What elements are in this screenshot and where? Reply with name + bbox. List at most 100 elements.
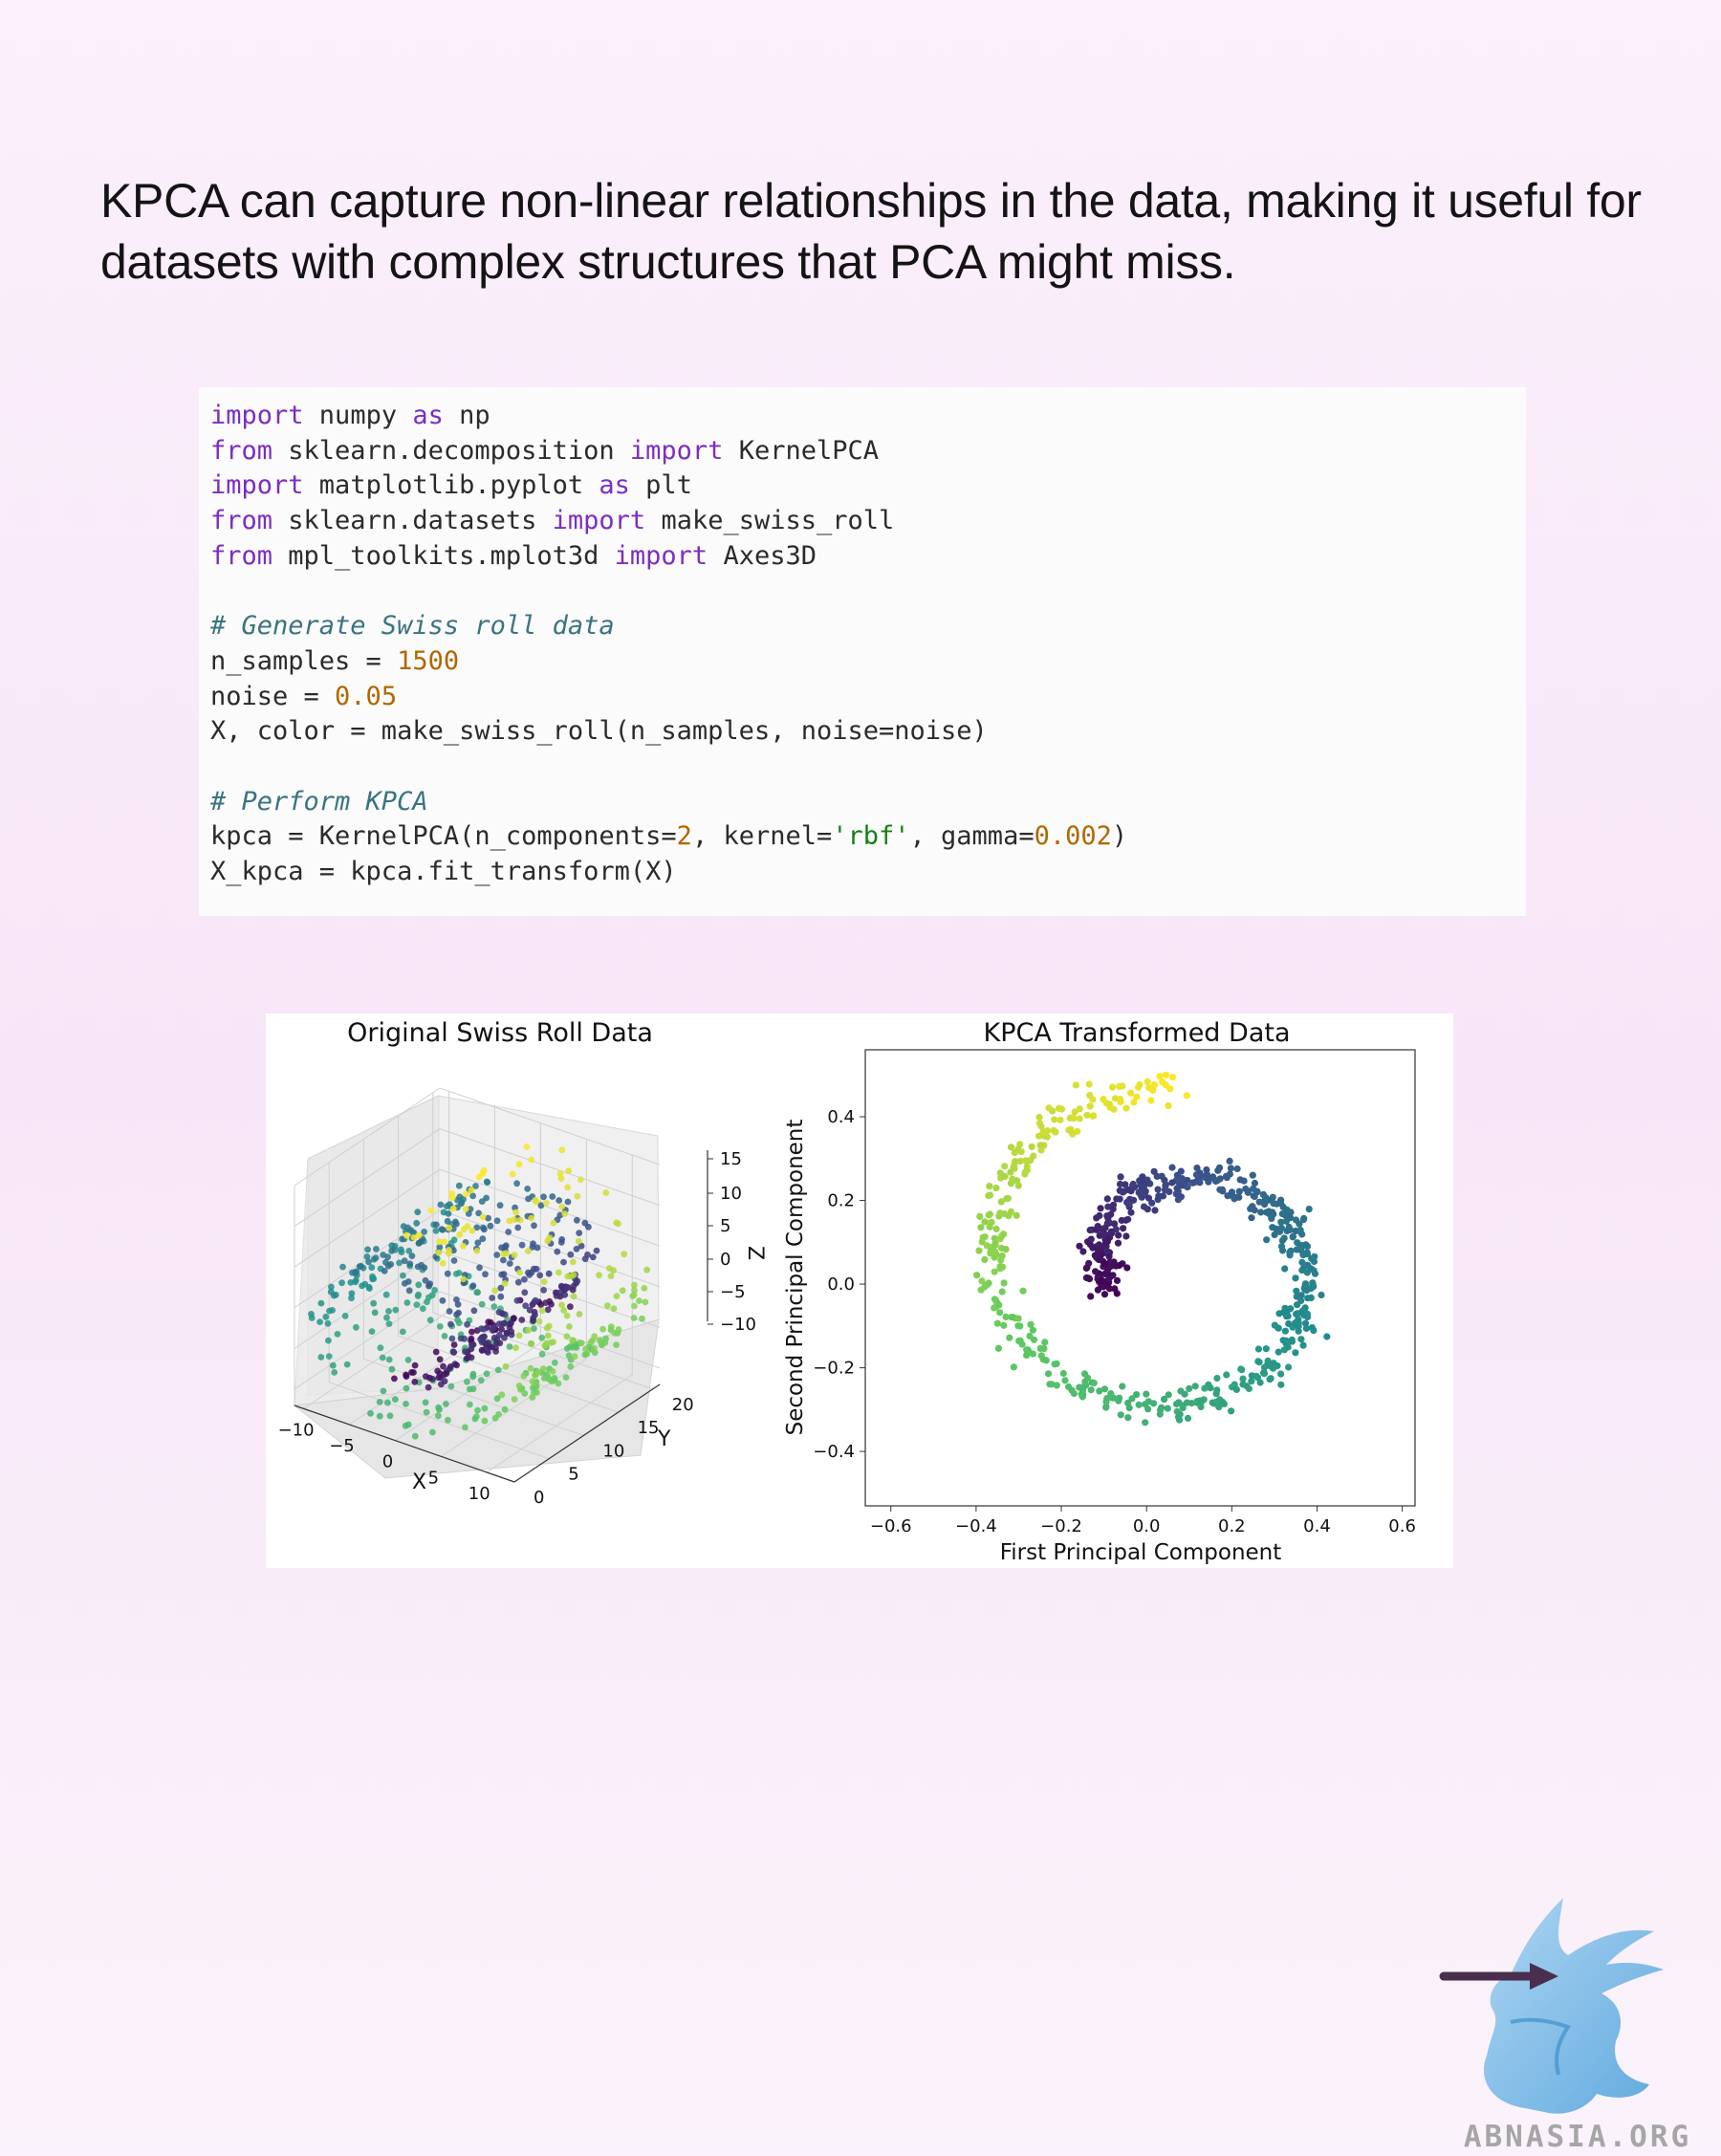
scatter-point bbox=[983, 1242, 991, 1250]
scatter-point bbox=[1244, 1187, 1252, 1195]
scatter-point bbox=[513, 1180, 520, 1187]
scatter-point bbox=[1278, 1210, 1286, 1218]
scatter-point bbox=[1116, 1394, 1123, 1402]
scatter-point bbox=[452, 1271, 460, 1277]
scatter-point bbox=[418, 1261, 425, 1269]
scatter-point bbox=[996, 1209, 1004, 1217]
scatter-point bbox=[1014, 1322, 1022, 1330]
scatter-point bbox=[1287, 1305, 1295, 1313]
scatter-point bbox=[490, 1303, 498, 1310]
scatter-point bbox=[1184, 1177, 1191, 1185]
scatter-point bbox=[621, 1251, 628, 1258]
scatter-point bbox=[636, 1297, 643, 1304]
scatter-point bbox=[1236, 1176, 1244, 1184]
scatter-point bbox=[1133, 1093, 1141, 1100]
scatter-point bbox=[996, 1309, 1004, 1317]
scatter-point bbox=[1213, 1374, 1221, 1383]
scatter-point bbox=[1305, 1206, 1313, 1213]
scatter-point bbox=[377, 1344, 384, 1352]
scatter-point bbox=[386, 1412, 394, 1420]
scatter-point bbox=[454, 1196, 461, 1204]
scatter-point bbox=[1012, 1158, 1019, 1165]
scatter-point bbox=[532, 1296, 539, 1304]
scatter-point bbox=[1129, 1182, 1137, 1189]
scatter-point bbox=[441, 1238, 448, 1245]
scatter-point bbox=[391, 1375, 398, 1383]
scatter-point bbox=[456, 1230, 464, 1238]
scatter-point bbox=[334, 1331, 341, 1338]
scatter-point bbox=[1292, 1274, 1299, 1282]
scatter-point bbox=[1266, 1376, 1274, 1383]
scatter-point bbox=[498, 1271, 506, 1278]
scatter-point bbox=[1295, 1327, 1302, 1335]
scatter-point bbox=[1281, 1265, 1289, 1273]
axis-label-x: X bbox=[412, 1470, 426, 1494]
scatter-point bbox=[383, 1314, 390, 1321]
scatter-point bbox=[384, 1399, 391, 1406]
scatter-point bbox=[481, 1226, 488, 1233]
scatter-point bbox=[1100, 1385, 1109, 1393]
scatter-point bbox=[1135, 1401, 1143, 1408]
scatter-point bbox=[641, 1285, 648, 1292]
code-line: # Generate Swiss roll data bbox=[210, 609, 615, 643]
scatter-point bbox=[469, 1192, 476, 1200]
scatter-point bbox=[973, 1272, 981, 1279]
scatter-point bbox=[473, 1224, 481, 1231]
scatter-point bbox=[1263, 1236, 1271, 1244]
code-block: import numpy as np from sklearn.decomposi… bbox=[199, 387, 1526, 916]
scatter-point bbox=[1161, 1396, 1168, 1404]
scatter-point bbox=[1040, 1345, 1048, 1353]
scatter-point bbox=[325, 1353, 333, 1360]
scatter-point bbox=[1100, 1291, 1109, 1298]
scatter-point bbox=[525, 1269, 532, 1276]
x-tick-label: −0.4 bbox=[955, 1516, 997, 1536]
scatter-point bbox=[1079, 1248, 1087, 1255]
scatter-point bbox=[443, 1203, 450, 1209]
scatter-point bbox=[1165, 1101, 1172, 1110]
scatter-point bbox=[436, 1356, 444, 1363]
scatter-point bbox=[1164, 1405, 1171, 1412]
scatter-point bbox=[533, 1198, 540, 1206]
scatter-point bbox=[1271, 1230, 1278, 1239]
scatter-point bbox=[450, 1341, 458, 1348]
code-token: import bbox=[629, 435, 724, 466]
scatter-point bbox=[411, 1378, 419, 1385]
scatter-point bbox=[991, 1296, 998, 1303]
scatter-point bbox=[475, 1173, 483, 1181]
scatter-point bbox=[388, 1247, 395, 1254]
scatter-point bbox=[1042, 1357, 1050, 1364]
scatter-point bbox=[1213, 1177, 1221, 1185]
scatter-point bbox=[981, 1218, 989, 1226]
scatter-point bbox=[454, 1300, 462, 1308]
grid-line bbox=[294, 1087, 661, 1187]
scatter-point bbox=[564, 1198, 572, 1206]
scatter-point bbox=[477, 1336, 484, 1343]
scatter-point bbox=[1013, 1177, 1021, 1185]
scatter-point bbox=[489, 1295, 496, 1301]
scatter-point bbox=[465, 1353, 472, 1361]
scatter-point bbox=[446, 1250, 452, 1257]
scatter-point bbox=[1041, 1339, 1049, 1346]
scatter-point bbox=[1104, 1275, 1113, 1283]
grid-line bbox=[398, 1116, 619, 1413]
scatter-point bbox=[1113, 1290, 1121, 1297]
scatter-point bbox=[564, 1284, 571, 1292]
scatter-point bbox=[515, 1161, 523, 1168]
scatter-point bbox=[473, 1289, 481, 1296]
scatter-point bbox=[1239, 1381, 1247, 1388]
scatter-point bbox=[591, 1333, 599, 1339]
scatter-point bbox=[1116, 1195, 1123, 1203]
scatter-point bbox=[505, 1229, 512, 1235]
scatter-point bbox=[403, 1299, 411, 1306]
scatter-point bbox=[364, 1246, 371, 1253]
scatter-point bbox=[1302, 1241, 1310, 1249]
scatter-point bbox=[1256, 1379, 1264, 1386]
scatter-point bbox=[1162, 1071, 1169, 1078]
scatter-point bbox=[577, 1242, 585, 1250]
scatter-point bbox=[353, 1268, 360, 1275]
scatter-point bbox=[1184, 1414, 1192, 1422]
scatter-point bbox=[631, 1302, 638, 1310]
scatter-point bbox=[444, 1270, 451, 1277]
scatter-point bbox=[1183, 1092, 1190, 1100]
scatter-point bbox=[403, 1401, 409, 1407]
